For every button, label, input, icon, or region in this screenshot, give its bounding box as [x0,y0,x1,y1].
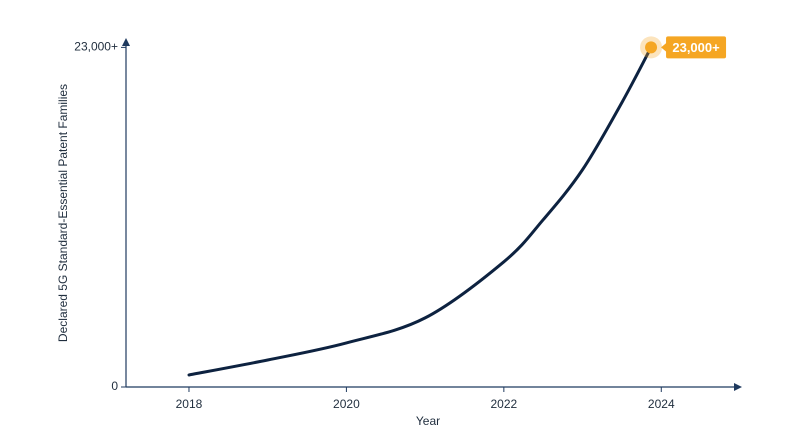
y-tick-label: 0 [111,379,118,393]
end-marker [645,41,657,53]
x-tick-label: 2024 [648,397,675,411]
y-axis-arrow [122,38,130,46]
x-tick-label: 2022 [490,397,517,411]
data-line [189,47,651,375]
x-axis-title: Year [416,414,440,428]
y-tick-label: 23,000+ [74,40,118,54]
x-tick-label: 2018 [176,397,203,411]
value-label: 23,000+ [672,40,720,55]
x-axis-arrow [734,383,742,391]
x-tick-label: 2020 [333,397,360,411]
y-axis-title: Declared 5G Standard-Essential Patent Fa… [56,84,70,342]
